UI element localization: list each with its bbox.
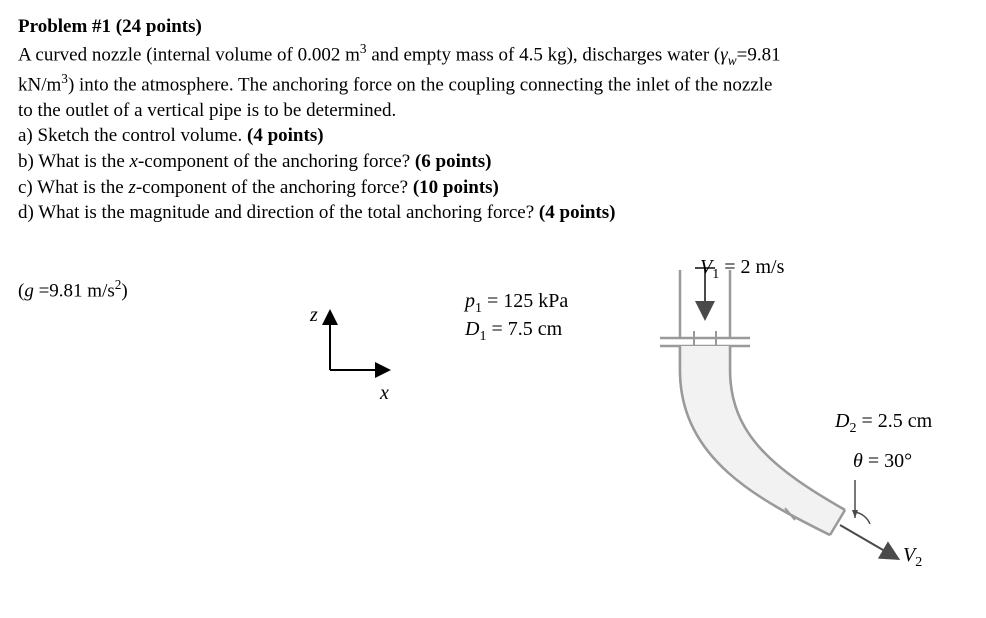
intro-line-2: kN/m3) into the atmosphere. The anchorin… (18, 70, 968, 98)
p1-label: p1 = 125 kPa (465, 288, 568, 319)
figure: z x (300, 260, 960, 610)
intro-line-3: to the outlet of a vertical pipe is to b… (18, 98, 968, 124)
axis-x-label: x (380, 380, 389, 407)
question-a: a) Sketch the control volume. (4 points) (18, 123, 968, 149)
gravity-label: (g =9.81 m/s2) (18, 276, 128, 304)
question-d: d) What is the magnitude and direction o… (18, 200, 968, 226)
question-b: b) What is the x-component of the anchor… (18, 149, 968, 175)
d1-label: D1 = 7.5 cm (465, 316, 562, 347)
v1-label: V1 = 2 m/s (700, 254, 784, 285)
problem-title: Problem #1 (24 points) (18, 14, 968, 40)
theta-label: θ = 30° (853, 448, 912, 475)
axis-z-label: z (310, 302, 318, 329)
question-c: c) What is the z-component of the anchor… (18, 175, 968, 201)
d2-label: D2 = 2.5 cm (835, 408, 932, 439)
intro-line-1: A curved nozzle (internal volume of 0.00… (18, 40, 968, 70)
v2-label: V2 (903, 542, 922, 573)
